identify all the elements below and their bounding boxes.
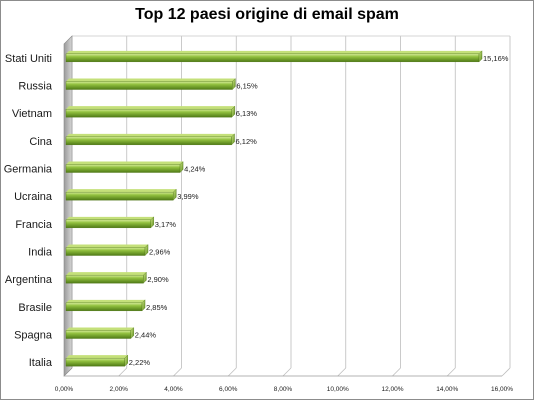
bar-end-cap xyxy=(231,133,235,146)
category-label: Vietnam xyxy=(12,108,52,120)
category-label: Brasile xyxy=(18,302,52,314)
category-label: Francia xyxy=(15,219,53,231)
gridline-floor xyxy=(173,367,182,377)
gridline-floor xyxy=(227,367,237,377)
bar-end-cap xyxy=(231,105,236,118)
bar-top-face xyxy=(66,299,146,303)
gridline-floor xyxy=(392,367,401,377)
x-tick-label: 10,00% xyxy=(327,386,349,393)
x-tick-label: 14,00% xyxy=(436,386,458,393)
gridline-floor xyxy=(337,367,347,377)
bar xyxy=(65,191,174,201)
x-tick-label: 8,00% xyxy=(274,386,293,393)
bar-end-cap xyxy=(232,78,236,90)
bar-top-face xyxy=(66,189,177,193)
bar xyxy=(65,53,480,63)
chart-title: Top 12 paesi origine di email spam xyxy=(135,6,399,23)
data-label: 2,22% xyxy=(129,358,151,367)
category-label: Spagna xyxy=(14,330,53,342)
bar-top-face xyxy=(66,133,235,137)
data-label: 4,24% xyxy=(184,165,206,174)
bar xyxy=(65,274,144,284)
category-label: Cina xyxy=(29,136,53,148)
x-tick-label: 0,00% xyxy=(55,386,74,393)
bar xyxy=(65,219,151,229)
bar-top-face xyxy=(66,161,184,165)
bar-end-cap xyxy=(478,50,483,63)
data-label: 2,96% xyxy=(149,248,171,257)
gridline-floor xyxy=(501,367,511,377)
bar xyxy=(65,330,131,339)
bar-end-cap xyxy=(141,299,146,312)
category-label: Ucraina xyxy=(14,191,53,203)
category-label: Stati Uniti xyxy=(5,53,52,65)
data-label: 2,85% xyxy=(146,303,168,312)
bar xyxy=(65,357,125,367)
data-label: 6,15% xyxy=(236,82,258,91)
gridline-floor xyxy=(118,367,128,377)
data-label: 3,99% xyxy=(177,192,199,201)
bar xyxy=(65,164,181,173)
data-label: 2,90% xyxy=(147,275,169,284)
bar xyxy=(65,136,232,146)
x-tick-label: 2,00% xyxy=(110,386,129,393)
category-label: Argentina xyxy=(5,274,53,286)
x-tick-label: 4,00% xyxy=(164,386,183,393)
bar-end-cap xyxy=(179,161,184,173)
category-label: India xyxy=(28,247,53,259)
bar-end-cap xyxy=(130,327,134,339)
x-tick-label: 6,00% xyxy=(219,386,238,393)
x-tick-label: 16,00% xyxy=(491,386,513,393)
bar xyxy=(65,247,146,256)
bar-top-face xyxy=(66,106,235,110)
bar-end-cap xyxy=(124,354,128,367)
bar-end-cap xyxy=(150,216,154,229)
bar xyxy=(65,108,233,118)
bar-end-cap xyxy=(173,188,177,201)
data-label: 6,13% xyxy=(236,109,258,118)
bar-top-face xyxy=(66,244,149,248)
bar-end-cap xyxy=(143,271,147,284)
data-label: 2,44% xyxy=(135,331,157,340)
bar-top-face xyxy=(66,50,483,54)
bar-end-cap xyxy=(144,244,149,256)
side-wall xyxy=(63,35,73,377)
data-label: 3,17% xyxy=(155,220,177,229)
bar-top-face xyxy=(66,327,134,331)
bar-top-face xyxy=(66,272,147,276)
data-label: 15,16% xyxy=(483,54,509,63)
category-label: Italia xyxy=(29,357,53,369)
gridline-floor xyxy=(446,367,456,377)
bar xyxy=(65,302,143,312)
x-tick-label: 12,00% xyxy=(381,386,403,393)
category-label: Germania xyxy=(4,164,53,176)
bar-top-face xyxy=(66,78,236,82)
category-label: Russia xyxy=(18,81,53,93)
gridline-floor xyxy=(282,367,292,377)
bar-top-face xyxy=(66,355,128,359)
bar-top-face xyxy=(66,216,154,220)
data-label: 6,12% xyxy=(236,137,258,146)
bar xyxy=(65,81,233,90)
